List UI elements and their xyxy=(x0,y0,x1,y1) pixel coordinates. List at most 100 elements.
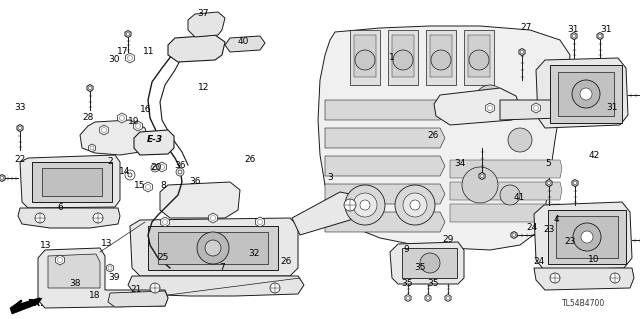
Polygon shape xyxy=(87,85,93,92)
Circle shape xyxy=(462,167,498,203)
Circle shape xyxy=(580,88,592,100)
Bar xyxy=(464,30,494,85)
Bar xyxy=(430,35,452,77)
Polygon shape xyxy=(168,35,225,62)
Text: 35: 35 xyxy=(401,278,413,287)
Bar xyxy=(556,216,618,258)
Polygon shape xyxy=(128,276,304,296)
Text: 35: 35 xyxy=(428,278,439,287)
Circle shape xyxy=(520,50,524,54)
Circle shape xyxy=(573,223,601,251)
Circle shape xyxy=(102,128,106,132)
Circle shape xyxy=(488,106,493,110)
Polygon shape xyxy=(56,255,65,265)
Text: 28: 28 xyxy=(83,113,93,122)
Text: 10: 10 xyxy=(588,256,600,264)
Polygon shape xyxy=(130,218,298,276)
Polygon shape xyxy=(125,31,131,38)
Circle shape xyxy=(88,86,92,90)
Circle shape xyxy=(93,213,103,223)
Polygon shape xyxy=(405,294,411,301)
Text: 30: 30 xyxy=(108,56,120,64)
Circle shape xyxy=(136,123,141,129)
Polygon shape xyxy=(486,103,494,113)
Circle shape xyxy=(257,219,262,225)
Circle shape xyxy=(159,165,164,169)
Polygon shape xyxy=(10,298,42,314)
Circle shape xyxy=(108,266,112,270)
Polygon shape xyxy=(106,264,113,272)
Text: 35: 35 xyxy=(414,263,426,272)
Text: 12: 12 xyxy=(198,84,210,93)
Text: 23: 23 xyxy=(543,226,555,234)
Text: 36: 36 xyxy=(189,177,201,187)
Circle shape xyxy=(128,173,132,177)
Circle shape xyxy=(345,185,385,225)
Circle shape xyxy=(475,85,505,115)
Text: 33: 33 xyxy=(14,103,26,113)
Circle shape xyxy=(534,106,538,110)
Circle shape xyxy=(406,296,410,300)
Text: E-3: E-3 xyxy=(147,136,163,145)
Polygon shape xyxy=(209,213,218,223)
Circle shape xyxy=(120,115,125,121)
Circle shape xyxy=(431,50,451,70)
Text: 16: 16 xyxy=(140,106,152,115)
Polygon shape xyxy=(519,48,525,56)
Circle shape xyxy=(19,126,22,130)
Text: 9: 9 xyxy=(403,244,409,254)
Polygon shape xyxy=(572,180,578,187)
Text: 25: 25 xyxy=(157,253,169,262)
Bar xyxy=(32,162,112,202)
Text: 36: 36 xyxy=(174,161,186,170)
Circle shape xyxy=(344,199,356,211)
Circle shape xyxy=(420,253,440,273)
Circle shape xyxy=(500,185,520,205)
Polygon shape xyxy=(143,182,152,192)
Bar xyxy=(558,72,614,116)
Circle shape xyxy=(145,184,150,189)
Polygon shape xyxy=(160,182,240,218)
Text: 8: 8 xyxy=(160,181,166,189)
Polygon shape xyxy=(48,254,100,288)
Circle shape xyxy=(469,50,489,70)
Polygon shape xyxy=(188,12,225,37)
Circle shape xyxy=(572,34,576,38)
Text: 26: 26 xyxy=(280,257,292,266)
Circle shape xyxy=(550,273,560,283)
Circle shape xyxy=(480,174,484,178)
Text: 34: 34 xyxy=(454,159,466,167)
Polygon shape xyxy=(571,33,577,40)
Text: 31: 31 xyxy=(600,26,612,34)
Text: 37: 37 xyxy=(197,10,209,19)
Polygon shape xyxy=(325,100,445,120)
Text: 11: 11 xyxy=(143,48,155,56)
Circle shape xyxy=(126,32,130,36)
Text: 13: 13 xyxy=(101,239,113,248)
Circle shape xyxy=(572,80,600,108)
Circle shape xyxy=(512,233,516,237)
Polygon shape xyxy=(532,103,540,113)
Bar xyxy=(468,35,490,77)
Circle shape xyxy=(547,181,551,185)
Circle shape xyxy=(125,170,135,180)
Text: 5: 5 xyxy=(545,159,551,167)
Circle shape xyxy=(360,200,370,210)
Circle shape xyxy=(355,50,375,70)
Circle shape xyxy=(178,170,182,174)
Polygon shape xyxy=(445,294,451,301)
Text: 22: 22 xyxy=(14,155,26,165)
Circle shape xyxy=(35,213,45,223)
Text: TL54B4700: TL54B4700 xyxy=(562,299,605,308)
Text: 20: 20 xyxy=(150,164,162,173)
Polygon shape xyxy=(511,232,517,239)
Polygon shape xyxy=(161,217,170,227)
Polygon shape xyxy=(500,100,564,120)
Circle shape xyxy=(176,168,184,176)
Text: 29: 29 xyxy=(442,234,454,243)
Polygon shape xyxy=(325,156,445,176)
Circle shape xyxy=(151,164,159,172)
Text: 6: 6 xyxy=(57,203,63,211)
Circle shape xyxy=(163,219,168,225)
Text: 24: 24 xyxy=(533,257,545,266)
